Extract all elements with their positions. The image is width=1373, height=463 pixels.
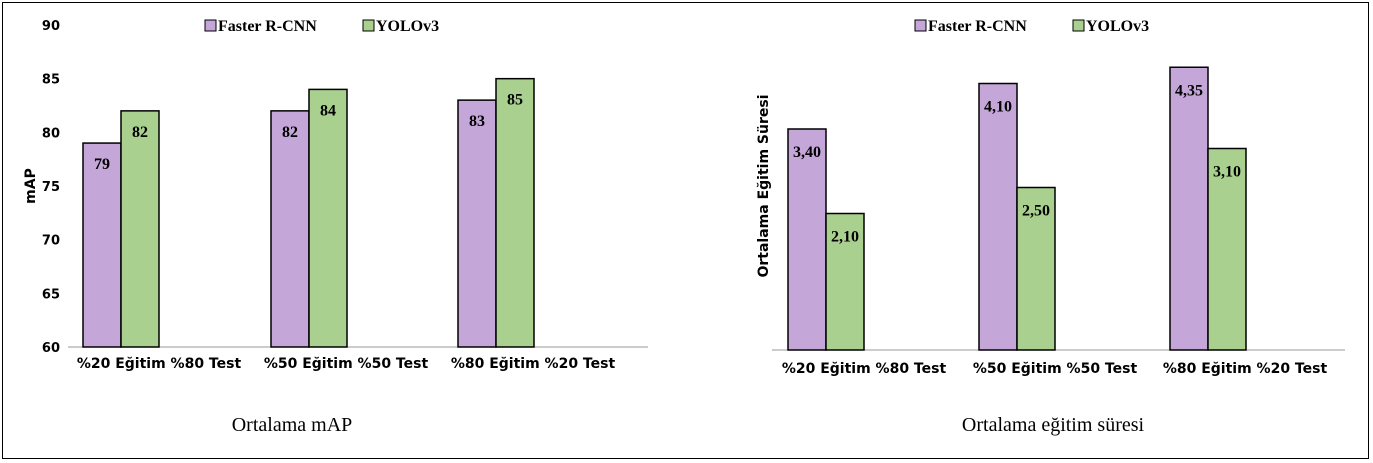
time-chart-category-label: %20 Eğitim %80 Test xyxy=(782,361,947,377)
map-chart-category-label: %80 Eğitim %20 Test xyxy=(451,356,616,372)
map-chart-bar xyxy=(82,142,122,348)
map-chart-y-tick-label: 90 xyxy=(42,19,60,34)
map-chart-data-label: 85 xyxy=(507,92,523,109)
map-chart-category-label: %20 Eğitim %80 Test xyxy=(77,356,242,372)
left-chart-caption: Ortalama mAP xyxy=(231,414,353,436)
time-chart-legend-swatch xyxy=(1072,19,1085,32)
time-chart-data-label: 2,10 xyxy=(831,229,859,246)
time-chart-bar xyxy=(1169,66,1209,351)
time-chart-bar xyxy=(1207,147,1247,351)
map-chart-y-tick-label: 80 xyxy=(42,126,60,141)
time-chart-data-label: 2,50 xyxy=(1022,203,1050,220)
map-chart-data-label: 79 xyxy=(94,156,110,173)
time-chart-category-label: %80 Eğitim %20 Test xyxy=(1163,361,1328,377)
time-chart-data-label: 4,10 xyxy=(984,99,1012,116)
map-chart-bar xyxy=(120,110,160,348)
time-chart-bar xyxy=(787,128,827,351)
map-chart-legend-swatch xyxy=(204,19,217,32)
time-chart-bar xyxy=(978,82,1018,351)
time-chart-legend-label: Faster R-CNN xyxy=(928,18,1027,35)
time-chart-data-label: 3,40 xyxy=(793,144,821,161)
map-chart-bar xyxy=(495,77,535,348)
map-chart-y-tick-label: 70 xyxy=(42,234,60,249)
map-chart-bar xyxy=(308,88,348,348)
map-chart-y-tick-label: 85 xyxy=(42,73,60,88)
time-chart-y-axis-label: Ortalama Eğitim Süresi xyxy=(756,94,772,277)
map-chart-y-tick-label: 60 xyxy=(42,341,60,356)
map-chart-category-label: %50 Eğitim %50 Test xyxy=(264,356,429,372)
map-chart-legend-label: YOLOv3 xyxy=(376,18,439,35)
map-chart-y-tick-label: 65 xyxy=(42,287,60,302)
map-chart-data-label: 82 xyxy=(282,124,298,141)
map-chart-bar xyxy=(457,99,497,348)
time-chart-legend-swatch xyxy=(914,19,927,32)
time-chart-bar xyxy=(825,212,865,351)
time-chart-data-label: 4,35 xyxy=(1175,82,1203,99)
time-chart-category-label: %50 Eğitim %50 Test xyxy=(973,361,1138,377)
right-chart-caption: Ortalama eğitim süresi xyxy=(961,414,1145,436)
map-chart-data-label: 84 xyxy=(320,102,336,119)
map-chart-data-label: 82 xyxy=(132,124,148,141)
map-chart-legend-swatch xyxy=(362,19,375,32)
map-chart-y-axis-label: mAP xyxy=(23,168,39,204)
map-chart-data-label: 83 xyxy=(469,113,485,130)
map-chart-y-tick-label: 75 xyxy=(42,180,60,195)
map-chart-legend-label: Faster R-CNN xyxy=(218,18,317,35)
time-chart-bar xyxy=(1016,186,1056,351)
time-chart-data-label: 3,10 xyxy=(1213,164,1241,181)
time-chart-legend-label: YOLOv3 xyxy=(1086,18,1149,35)
map-chart-bar xyxy=(270,110,310,348)
